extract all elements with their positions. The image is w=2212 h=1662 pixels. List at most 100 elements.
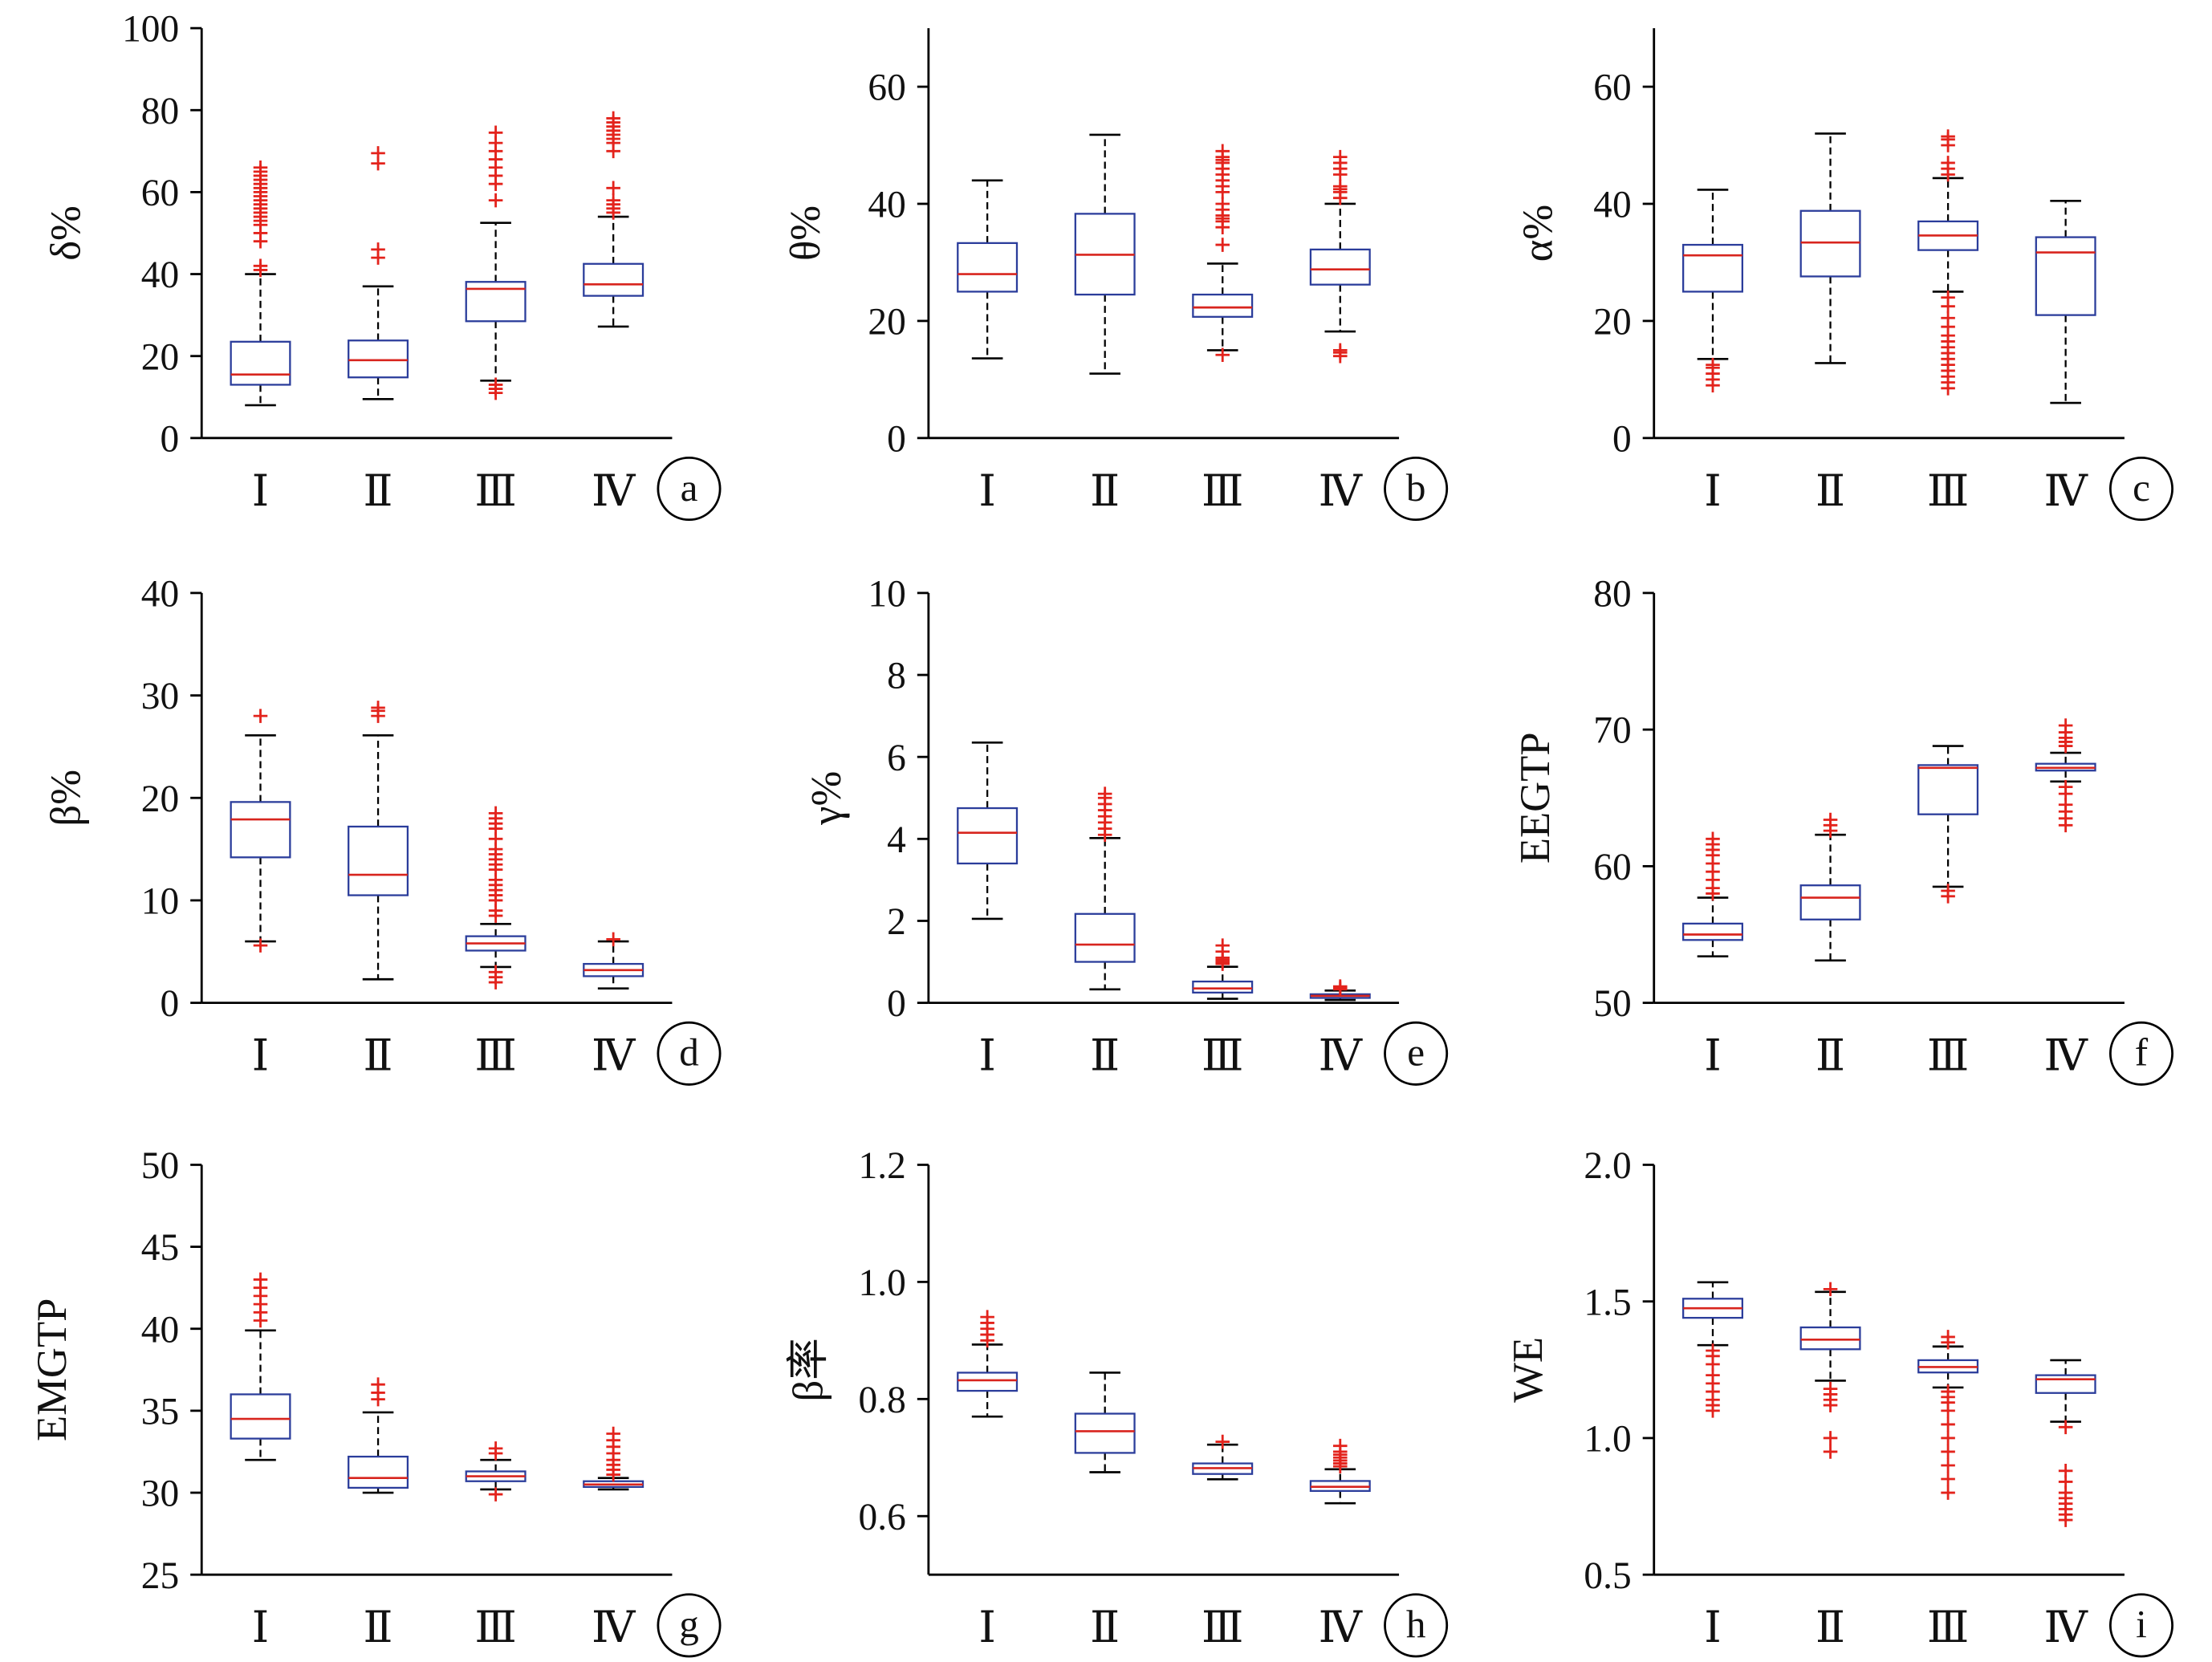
panel-label: a xyxy=(681,465,698,510)
box-group xyxy=(1074,133,1136,375)
box-rect xyxy=(1799,1326,1861,1351)
y-tick-label: 60 xyxy=(1593,67,1631,109)
outlier-marker xyxy=(488,806,503,821)
y-tick-label: 2.0 xyxy=(1584,1145,1631,1187)
outlier-marker xyxy=(1215,238,1230,252)
y-tick-label: 0 xyxy=(887,418,906,460)
x-category-label: Ⅲ xyxy=(474,1030,516,1081)
x-category-label: Ⅲ xyxy=(474,465,516,516)
box-group xyxy=(465,125,527,400)
y-tick-label: 30 xyxy=(141,1473,179,1515)
panel-label: d xyxy=(679,1030,699,1075)
y-tick-label: 0 xyxy=(160,418,179,460)
y-tick-label: 100 xyxy=(122,9,179,51)
x-category-label: Ⅱ xyxy=(1816,1602,1845,1652)
x-category-label: Ⅰ xyxy=(1704,465,1722,516)
outlier-marker xyxy=(253,258,268,274)
box-group xyxy=(583,932,644,990)
outlier-marker xyxy=(253,160,268,175)
x-category-label: Ⅱ xyxy=(1816,465,1845,516)
box-group xyxy=(348,701,409,981)
box-group xyxy=(1192,1434,1254,1481)
box-group xyxy=(1917,1330,1979,1500)
y-axis-label: θ% xyxy=(783,205,829,261)
y-tick-label: 30 xyxy=(141,676,179,717)
y-axis-label: EEGTP xyxy=(1512,732,1559,864)
y-tick-label: 20 xyxy=(868,301,905,343)
panel-label: h xyxy=(1406,1602,1426,1646)
x-category-label: Ⅰ xyxy=(252,465,270,516)
outlier-marker xyxy=(1333,1438,1348,1453)
x-category-label: Ⅳ xyxy=(2043,1030,2088,1081)
outlier-marker xyxy=(606,193,620,208)
y-tick-label: 0.5 xyxy=(1584,1555,1631,1597)
outlier-marker xyxy=(1941,1330,1955,1344)
y-tick-label: 0 xyxy=(887,983,906,1025)
outlier-marker xyxy=(1941,884,1955,898)
x-category-label: Ⅳ xyxy=(1319,1602,1364,1652)
outlier-marker xyxy=(1941,1445,1955,1459)
outlier-marker xyxy=(371,1377,385,1392)
box-rect xyxy=(1074,1412,1136,1454)
box-group xyxy=(1309,979,1371,1002)
x-category-label: Ⅲ xyxy=(1927,465,1969,516)
outlier-marker xyxy=(606,1426,620,1441)
x-category-label: Ⅰ xyxy=(252,1602,270,1652)
box-rect xyxy=(1309,248,1371,286)
box-rect xyxy=(2035,1374,2096,1394)
box-group xyxy=(230,160,291,407)
y-tick-label: 80 xyxy=(141,91,179,132)
box-group xyxy=(957,741,1019,920)
box-group xyxy=(1682,1281,1744,1418)
y-axis-label: δ% xyxy=(43,205,89,261)
box-rect xyxy=(465,281,527,323)
box-rect xyxy=(583,262,644,297)
box-group xyxy=(1309,1438,1371,1505)
box-group xyxy=(1799,1282,1861,1459)
y-tick-label: 80 xyxy=(1593,573,1631,615)
y-tick-label: 0.6 xyxy=(859,1497,906,1538)
box-rect xyxy=(1799,209,1861,278)
box-rect xyxy=(348,825,409,896)
box-group xyxy=(1799,812,1861,962)
box-rect xyxy=(957,807,1019,865)
x-category-label: Ⅳ xyxy=(2043,465,2088,516)
y-tick-label: 40 xyxy=(141,1309,179,1351)
y-tick-label: 40 xyxy=(141,573,179,615)
panel-label-circle xyxy=(2108,1593,2174,1658)
outlier-marker xyxy=(1706,357,1720,372)
box-group xyxy=(348,1377,409,1494)
box-group xyxy=(465,1441,527,1501)
y-tick-label: 20 xyxy=(1593,301,1631,343)
box-rect xyxy=(230,340,291,386)
outlier-marker xyxy=(1706,831,1720,847)
box-group xyxy=(465,806,527,989)
y-tick-label: 10 xyxy=(141,881,179,923)
outlier-marker xyxy=(1941,290,1955,305)
box-group xyxy=(1309,149,1371,364)
box-group xyxy=(2035,1359,2096,1527)
box-group xyxy=(957,179,1019,360)
panel-label-circle xyxy=(2108,456,2174,522)
y-tick-label: 4 xyxy=(887,819,906,861)
box-rect xyxy=(1799,884,1861,920)
y-tick-label: 1.2 xyxy=(859,1145,906,1187)
outlier-marker xyxy=(2058,779,2073,794)
y-tick-label: 60 xyxy=(141,173,179,214)
y-tick-label: 45 xyxy=(141,1227,179,1269)
y-axis-label: γ% xyxy=(803,771,850,826)
y-axis-label: β率 xyxy=(785,1338,832,1401)
panel-label: g xyxy=(679,1602,699,1646)
box-group xyxy=(1682,189,1744,392)
y-tick-label: 6 xyxy=(887,738,906,779)
panel-label: b xyxy=(1406,465,1426,510)
panel-label-circle xyxy=(657,1021,722,1086)
